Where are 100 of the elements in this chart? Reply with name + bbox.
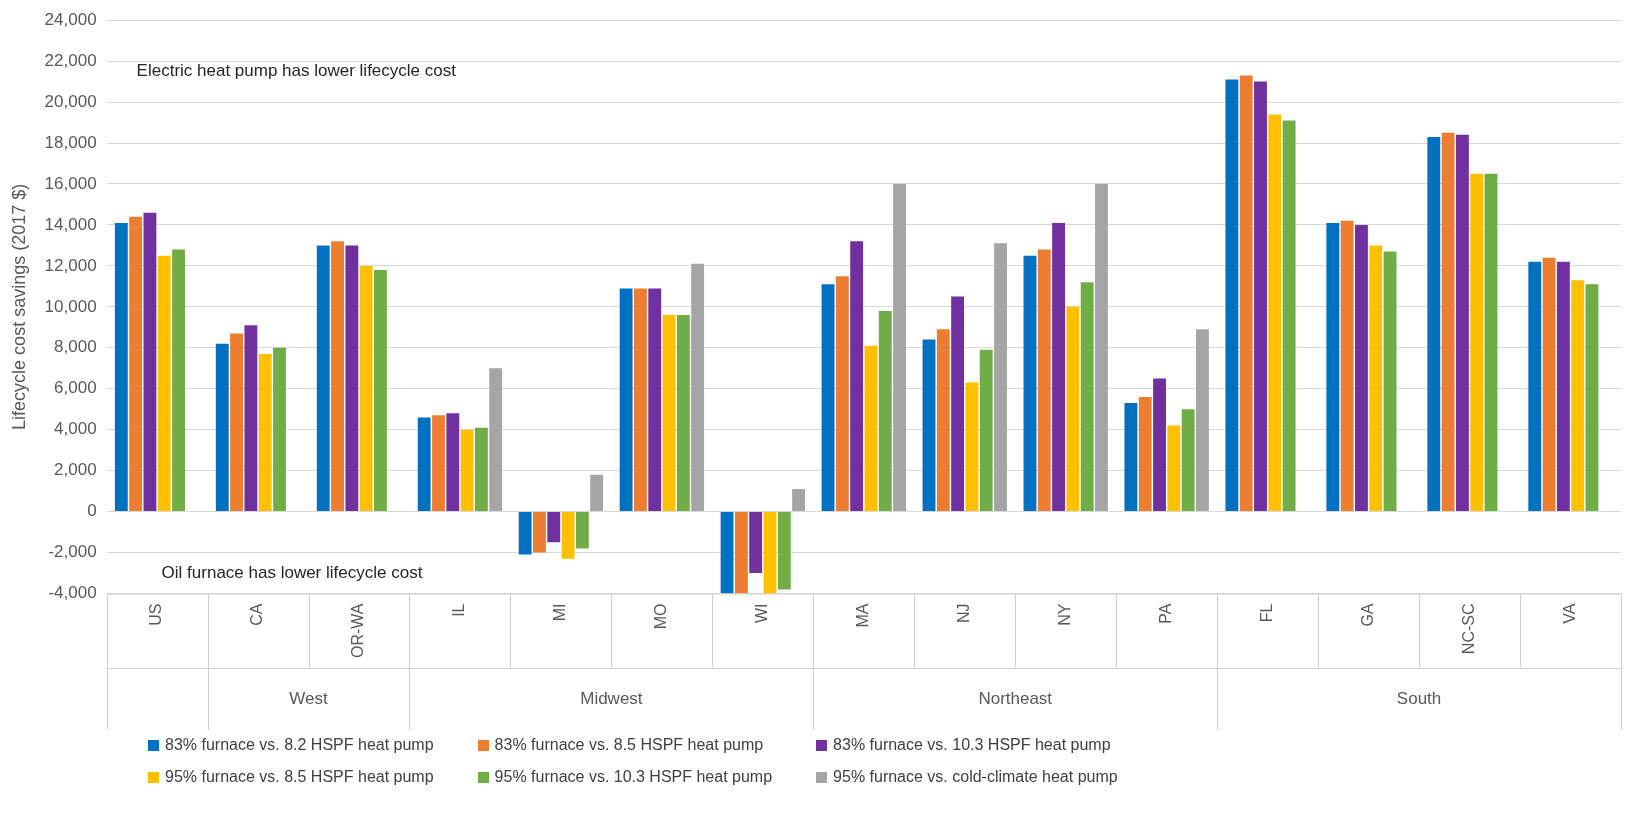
bar	[936, 329, 950, 512]
y-tick-label: 18,000	[44, 132, 97, 152]
bar	[1268, 114, 1282, 512]
x-tick-label: MA	[854, 603, 872, 628]
bar	[1470, 173, 1484, 512]
bar	[489, 368, 503, 512]
bar	[749, 512, 763, 574]
bar	[893, 184, 906, 512]
annotation: Electric heat pump has lower lifecycle cost	[136, 61, 457, 81]
bar	[359, 265, 373, 512]
bar	[1556, 261, 1570, 512]
bar	[1052, 222, 1065, 512]
bar	[777, 512, 791, 590]
bar	[878, 310, 892, 512]
bar	[648, 288, 662, 512]
bar	[1095, 184, 1108, 512]
bar	[460, 429, 474, 512]
bar	[547, 512, 561, 543]
legend-label: 83% furnace vs. 10.3 HSPF heat pump	[833, 736, 1111, 754]
text: Midwest	[580, 688, 643, 708]
bar	[1225, 79, 1239, 512]
x-tick-label: VA	[1560, 603, 1578, 624]
bar	[1355, 224, 1368, 512]
bar	[864, 345, 878, 512]
bar	[1124, 403, 1138, 512]
bar	[417, 417, 431, 512]
bar	[575, 512, 589, 549]
bar	[633, 288, 647, 512]
bar	[518, 512, 532, 555]
bar	[1181, 409, 1195, 512]
x-tick-label: MI	[551, 603, 569, 622]
bar	[1066, 306, 1080, 512]
text: West	[289, 688, 328, 708]
bar	[1326, 222, 1340, 512]
bar	[172, 249, 185, 512]
y-axis-title: Lifecycle cost savings (2017 $)	[8, 183, 29, 430]
bar	[590, 474, 604, 512]
x-tick-label: FL	[1258, 603, 1276, 623]
bar	[835, 276, 849, 512]
text: Northeast	[978, 688, 1053, 708]
bar	[129, 216, 143, 512]
bar	[662, 315, 676, 512]
bar	[922, 339, 936, 512]
bar	[1023, 255, 1037, 512]
bar	[1585, 284, 1599, 512]
bar	[1441, 132, 1455, 512]
bar	[1167, 425, 1181, 512]
bar	[763, 512, 777, 594]
bar	[1383, 251, 1397, 512]
bar	[1196, 329, 1209, 512]
bar	[691, 263, 705, 512]
x-tick-label: OR-WA	[349, 603, 367, 659]
bar	[1254, 81, 1267, 512]
y-tick-label: -4,000	[48, 583, 97, 603]
x-tick-label: NC-SC	[1459, 603, 1477, 655]
bar	[1528, 261, 1542, 512]
bar	[345, 245, 359, 512]
bar	[1484, 173, 1498, 512]
legend-label: 83% furnace vs. 8.5 HSPF heat pump	[494, 736, 764, 754]
y-tick-label: 10,000	[44, 296, 97, 316]
bar	[157, 255, 171, 512]
bar	[720, 512, 734, 594]
bar	[1369, 245, 1383, 512]
bar	[561, 512, 575, 559]
bar	[230, 333, 244, 512]
bar	[316, 245, 330, 512]
x-tick-label: WI	[753, 603, 771, 624]
bar	[114, 222, 128, 512]
bar	[676, 315, 690, 512]
y-tick-label: 0	[87, 501, 97, 521]
y-tick-label: 6,000	[54, 378, 97, 398]
x-tick-label: MO	[652, 603, 670, 630]
bar	[619, 288, 633, 512]
y-tick-label: 24,000	[44, 9, 97, 29]
bar	[1138, 396, 1152, 512]
annotation: Oil furnace has lower lifecycle cost	[161, 563, 423, 583]
y-tick-label: 2,000	[54, 460, 97, 480]
y-tick-label: 8,000	[54, 337, 97, 357]
bar	[1542, 257, 1556, 512]
legend-label: 95% furnace vs. cold-climate heat pump	[833, 768, 1118, 786]
bar	[1239, 75, 1253, 512]
bar	[1455, 134, 1469, 512]
x-tick-label: GA	[1359, 603, 1377, 627]
bar	[1571, 280, 1585, 512]
bar	[215, 343, 229, 512]
bar	[734, 512, 748, 594]
legend-label: 83% furnace vs. 8.2 HSPF heat pump	[165, 736, 434, 754]
legend-label: 95% furnace vs. 8.5 HSPF heat pump	[165, 768, 434, 786]
legend-label: 95% furnace vs. 10.3 HSPF heat pump	[494, 768, 773, 786]
y-tick-label: 22,000	[44, 50, 97, 70]
bar	[432, 415, 445, 512]
bar	[273, 347, 286, 512]
bar	[979, 349, 993, 512]
bar	[331, 241, 344, 512]
y-tick-label: 14,000	[44, 214, 97, 234]
bar	[258, 353, 272, 512]
x-tick-label: NJ	[955, 603, 973, 624]
bar	[1340, 220, 1354, 512]
y-tick-label: 4,000	[54, 419, 97, 439]
y-tick-label: 16,000	[44, 173, 97, 193]
